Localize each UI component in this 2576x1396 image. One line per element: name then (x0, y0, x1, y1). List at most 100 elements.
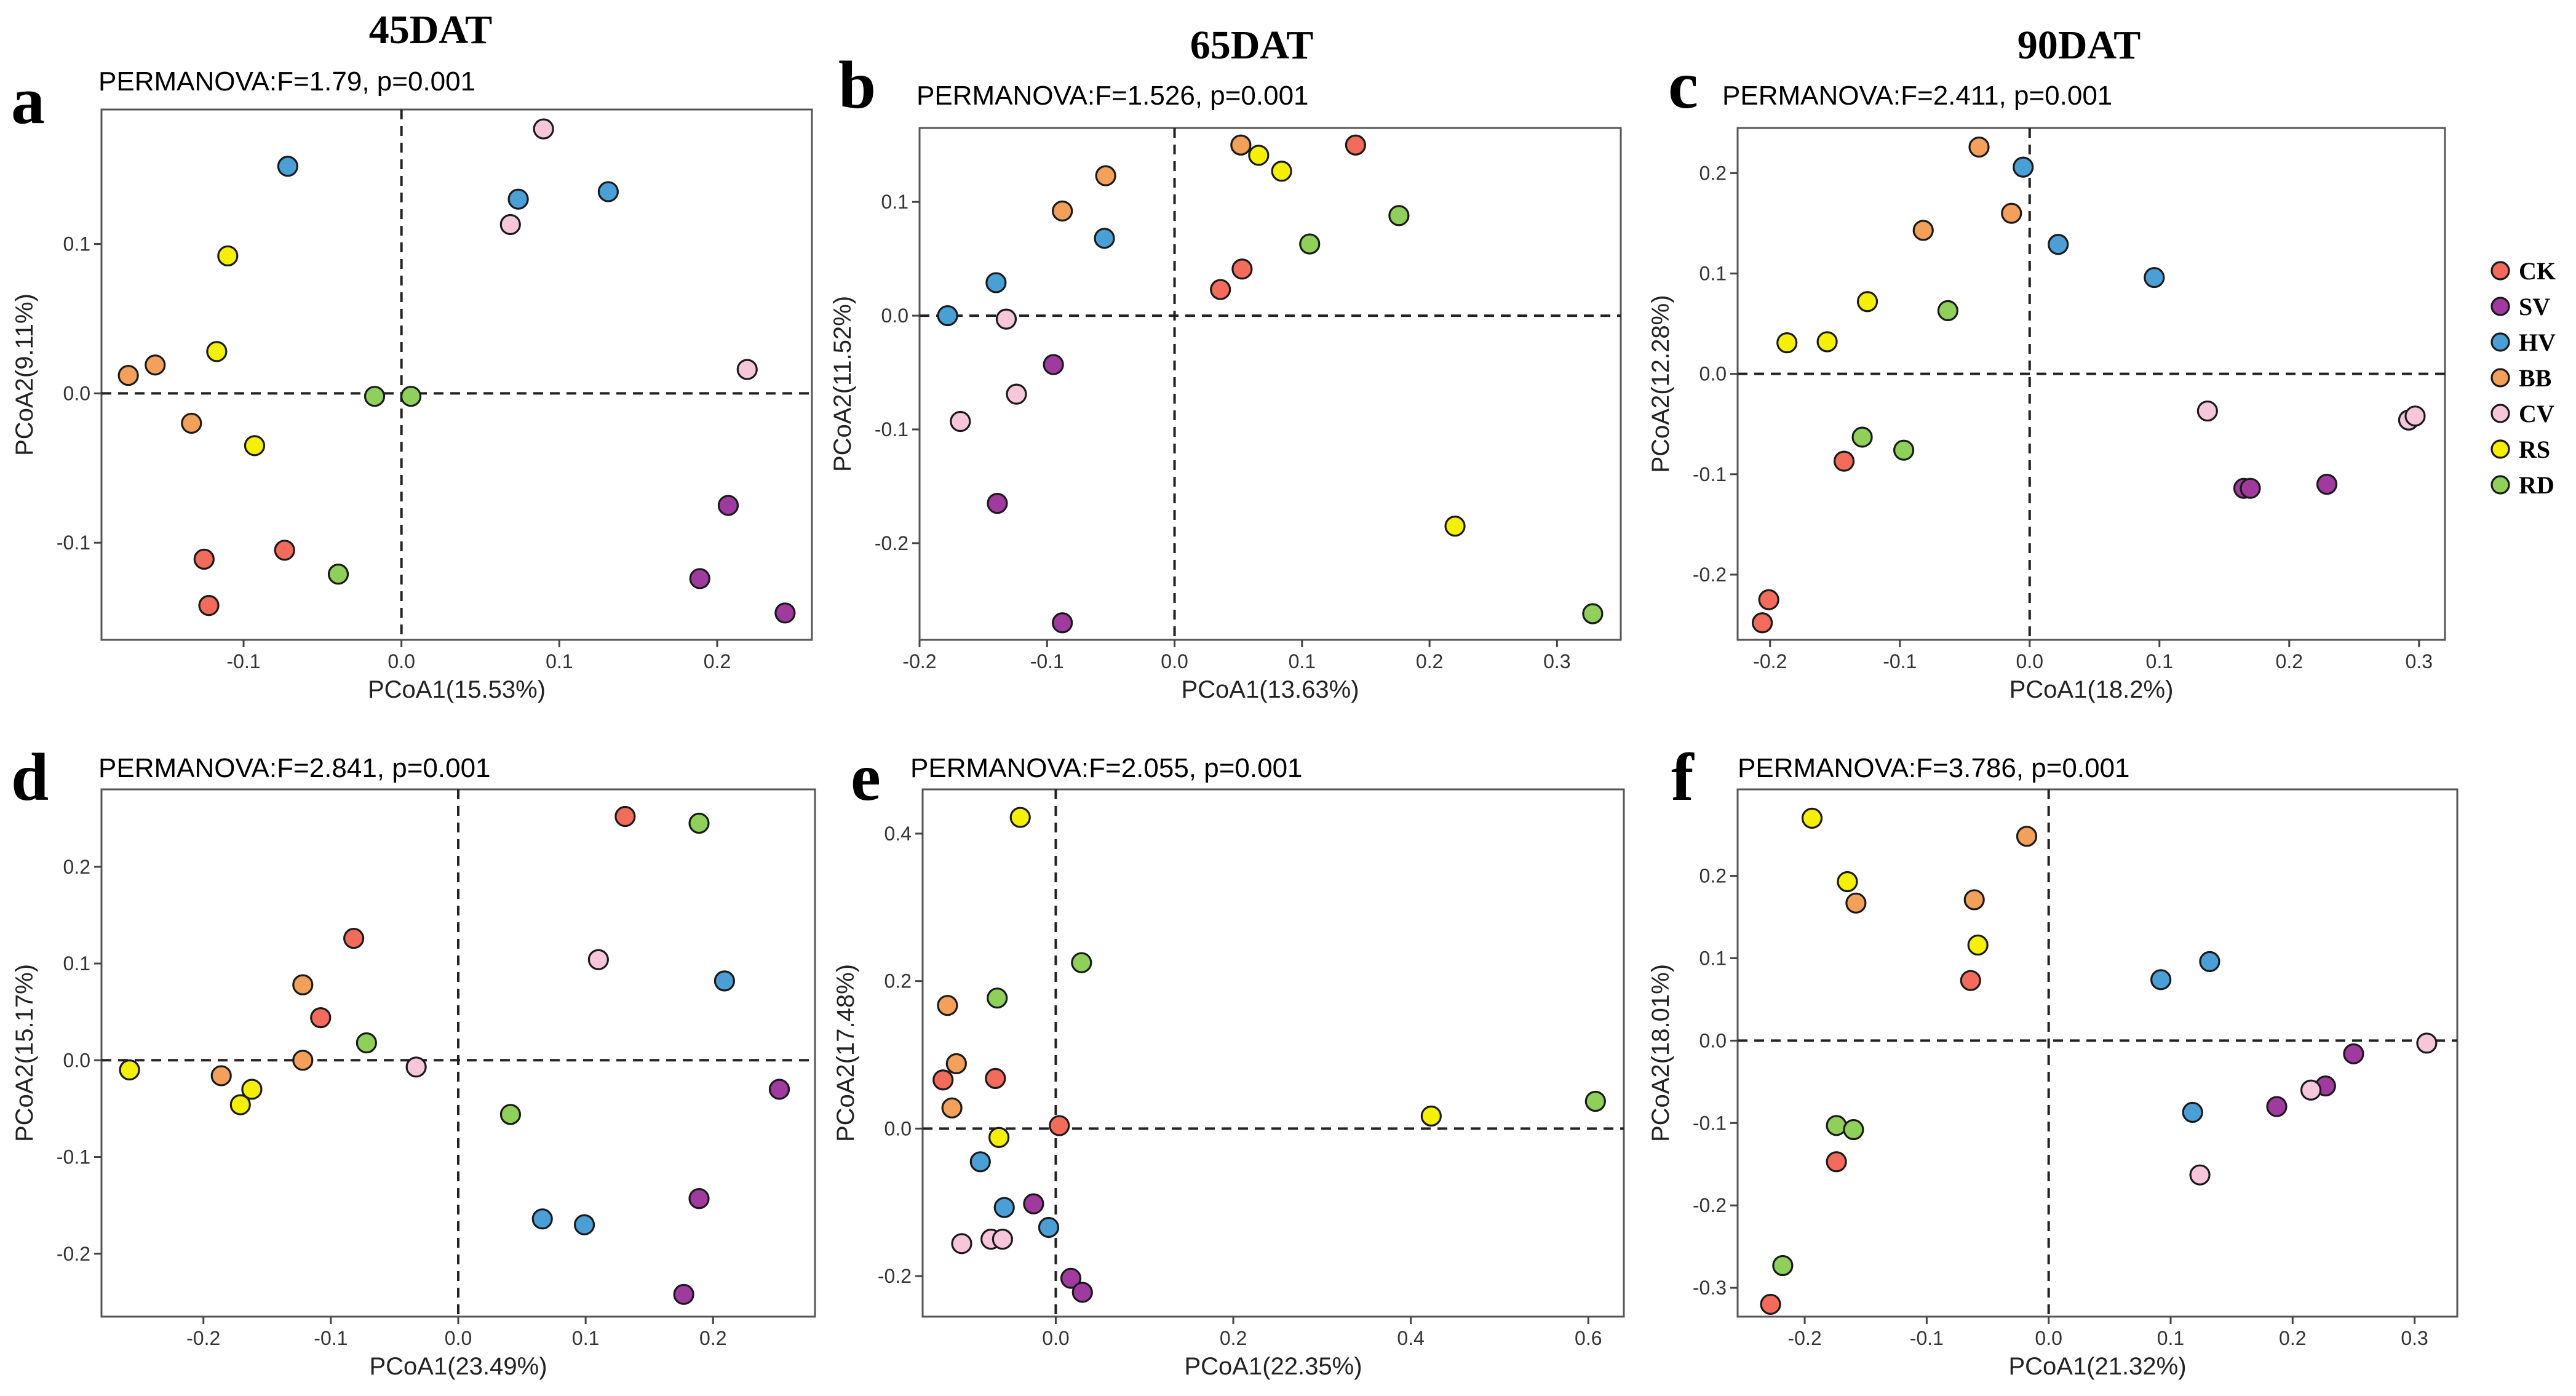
y-axis-title: PCoA2(18.01%) (1647, 964, 1674, 1142)
point-rs (1856, 291, 1878, 313)
permanova-title: PERMANOVA:F=2.411, p=0.001 (1722, 81, 2112, 111)
plot-frame (918, 127, 1622, 641)
legend-marker-cv (2491, 404, 2510, 423)
y-axis-title: PCoA2(9.11%) (11, 293, 38, 456)
x-tick-label: -0.2 (186, 1327, 220, 1349)
y-tick-label: -0.1 (875, 418, 908, 441)
point-cv (533, 118, 554, 140)
point-cv (2189, 1164, 2211, 1186)
point-rd (356, 1032, 377, 1054)
point-ck (1049, 1115, 1070, 1136)
pcoa-panel-e: PERMANOVA:F=2.055, p=0.001 0.0 0.2 0.4 0.6 -0… (832, 753, 1625, 1380)
y-tick-label: 0.2 (63, 856, 90, 878)
x-tick-label: 0.0 (1042, 1327, 1069, 1349)
y-tick-label: -0.1 (57, 1146, 90, 1168)
x-axis-title: PCoA1(21.32%) (2008, 1353, 2186, 1380)
point-cv (950, 410, 971, 433)
point-bb (1230, 134, 1252, 156)
x-tick-label: 0.0 (388, 650, 415, 672)
point-bb (145, 354, 166, 376)
plot-frame (1736, 788, 2459, 1318)
x-tick-label: 0.0 (445, 1327, 472, 1349)
point-cv (2196, 400, 2218, 422)
y-tick-label: 0.1 (1699, 947, 1727, 970)
permanova-title: PERMANOVA:F=3.786, p=0.001 (1738, 753, 2130, 783)
y-tick-label: 0.1 (881, 191, 908, 213)
point-ck (1345, 134, 1366, 156)
x-tick-label: -0.1 (314, 1327, 348, 1349)
x-axis-title: PCoA1(13.63%) (1181, 676, 1359, 703)
x-tick-label: 0.4 (1397, 1327, 1424, 1349)
y-tick-label: 0.0 (881, 305, 908, 327)
point-bb (941, 1097, 963, 1119)
pcoa-panel-a: PERMANOVA:F=1.79, p=0.001 -0.1 0.0 0.1 0.2 -0… (11, 66, 813, 703)
y-tick-label: -0.2 (1693, 564, 1727, 586)
y-axis-title: PCoA2(11.52%) (829, 296, 856, 472)
point-hv (507, 188, 529, 210)
point-hv (937, 305, 958, 327)
point-bb (292, 1050, 314, 1071)
y-tick-label: 0.1 (63, 952, 90, 975)
point-cv (2300, 1079, 2322, 1101)
y-tick-label: 0.2 (1699, 162, 1727, 184)
point-sv (717, 495, 739, 516)
plot-frame (100, 108, 813, 641)
point-hv (531, 1208, 553, 1230)
pcoa-panel-b: PERMANOVA:F=1.526, p=0.001 -0.2 -0.1 0.0 0.1… (829, 81, 1622, 703)
x-tick-label: 0.3 (2406, 650, 2433, 672)
point-ck (198, 595, 220, 616)
pcoa-panel-f: PERMANOVA:F=3.786, p=0.001 -0.2 -0.1 0.0 0.1… (1647, 753, 2459, 1380)
y-tick-label: 0.1 (1699, 263, 1727, 285)
legend-label-hv: HV (2519, 329, 2556, 356)
point-rd (400, 386, 422, 407)
x-axis-title: PCoA1(23.49%) (369, 1353, 547, 1380)
point-sv (2343, 1043, 2364, 1064)
x-tick-label: 0.2 (2276, 650, 2303, 672)
point-bb (1912, 220, 1934, 241)
point-hv (985, 272, 1007, 293)
point-hv (2048, 234, 2069, 255)
point-hv (2013, 156, 2034, 178)
point-hv (969, 1151, 991, 1173)
y-tick-label: 0.0 (885, 1117, 912, 1139)
x-tick-label: 0.3 (1543, 650, 1570, 672)
permanova-title: PERMANOVA:F=2.055, p=0.001 (910, 753, 1303, 783)
point-sv (689, 568, 710, 589)
panel-letter-f: f (1671, 740, 1695, 815)
permanova-title: PERMANOVA:F=1.526, p=0.001 (916, 81, 1309, 111)
x-tick-label: -0.2 (1753, 650, 1787, 672)
point-rd (1843, 1119, 1864, 1141)
legend-marker-rs (2491, 439, 2510, 459)
legend-label-sv: SV (2519, 293, 2550, 321)
point-rs (229, 1094, 251, 1115)
point-bb (117, 365, 139, 386)
y-tick-label: -0.2 (878, 1265, 912, 1287)
point-ck (614, 805, 636, 828)
point-bb (1845, 892, 1867, 914)
point-rd (499, 1104, 522, 1125)
y-tick-label: 0.0 (1699, 1029, 1727, 1051)
legend-marker-bb (2491, 368, 2510, 388)
point-rd (1851, 426, 1873, 448)
point-ck (1210, 279, 1231, 300)
x-tick-label: -0.1 (226, 650, 260, 672)
point-cv (1006, 383, 1027, 405)
point-cv (2416, 1032, 2438, 1054)
point-rs (244, 435, 266, 457)
legend-label-rs: RS (2519, 436, 2550, 463)
x-axis-title: PCoA1(22.35%) (1184, 1353, 1362, 1380)
point-hv (2199, 951, 2220, 972)
point-rd (1584, 1090, 1606, 1112)
point-sv (2240, 477, 2261, 499)
point-hv (573, 1214, 595, 1235)
permanova-title: PERMANOVA:F=1.79, p=0.001 (98, 66, 475, 97)
point-hv (2144, 266, 2165, 289)
x-tick-label: -0.2 (902, 650, 936, 672)
point-cv (951, 1233, 972, 1254)
legend-marker-rd (2491, 475, 2510, 495)
point-bb (1963, 889, 1985, 911)
column-title-65dat: 65DAT (1190, 23, 1313, 68)
legend-label-ck: CK (2519, 257, 2556, 285)
x-tick-label: 0.1 (2146, 650, 2173, 672)
